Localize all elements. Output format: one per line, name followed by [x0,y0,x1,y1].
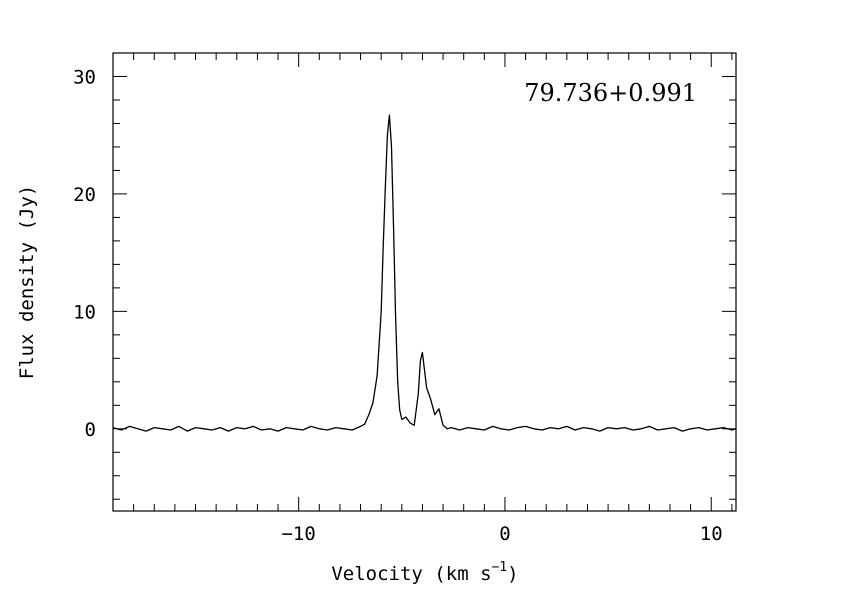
x-tick-label: −10 [281,523,315,545]
tick-labels: −10 0 10 0 10 20 30 [73,66,723,545]
plot-frame [112,52,737,512]
y-tick-label: 10 [73,301,96,323]
y-tick-label: 0 [85,419,96,441]
y-tick-label: 20 [73,184,96,206]
y-axis-title: Flux density (Jy) [16,185,38,379]
x-axis-title-main: Velocity (km s [331,563,491,585]
x-axis-title-close: ) [507,563,518,585]
spectrum-line [112,114,737,432]
x-tick-label: 10 [700,523,723,545]
x-axis-title: Velocity (km s−1) [331,560,518,585]
y-tick-label: 30 [73,66,96,88]
source-name-annotation: 79.736+0.991 [524,79,697,107]
x-tick-label: 0 [499,523,510,545]
x-axis-title-superscript: −1 [492,560,508,575]
axis-ticks [112,52,736,511]
